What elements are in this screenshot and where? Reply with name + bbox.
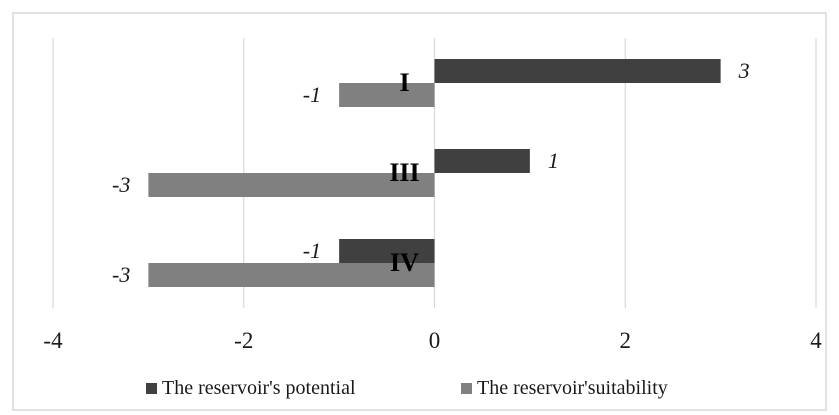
x-tick-label: 2 (620, 328, 632, 353)
category-label: III (389, 158, 419, 187)
category-label: I (399, 68, 409, 97)
data-label: -3 (112, 172, 130, 197)
category-label: IV (390, 248, 419, 277)
data-label: -1 (303, 82, 321, 107)
x-tick-label: 0 (429, 328, 441, 353)
data-label: -1 (303, 238, 321, 263)
bar-suitability-2 (148, 263, 435, 287)
legend: The reservoir's potential The reservoir's… (146, 377, 668, 399)
bar-suitability-0 (339, 83, 435, 107)
legend-label: The reservoir's potential (162, 377, 356, 399)
legend-swatch (146, 383, 157, 394)
labels: -4 -2 0 2 4 3 -1 I 1 -3 III -1 -3 IV (43, 58, 822, 353)
legend-label: The reservoir'suitability (477, 377, 668, 399)
x-tick-label: 4 (810, 328, 822, 353)
bar-suitability-1 (148, 173, 435, 197)
data-label: 3 (738, 58, 750, 83)
data-label: -3 (112, 262, 130, 287)
data-label: 1 (548, 148, 559, 173)
bar-potential-2 (339, 239, 435, 263)
x-tick-label: -4 (43, 328, 63, 353)
bars (148, 59, 721, 287)
legend-swatch (461, 383, 472, 394)
x-tick-label: -2 (234, 328, 253, 353)
bar-potential-1 (434, 149, 530, 173)
bar-potential-0 (434, 59, 721, 83)
